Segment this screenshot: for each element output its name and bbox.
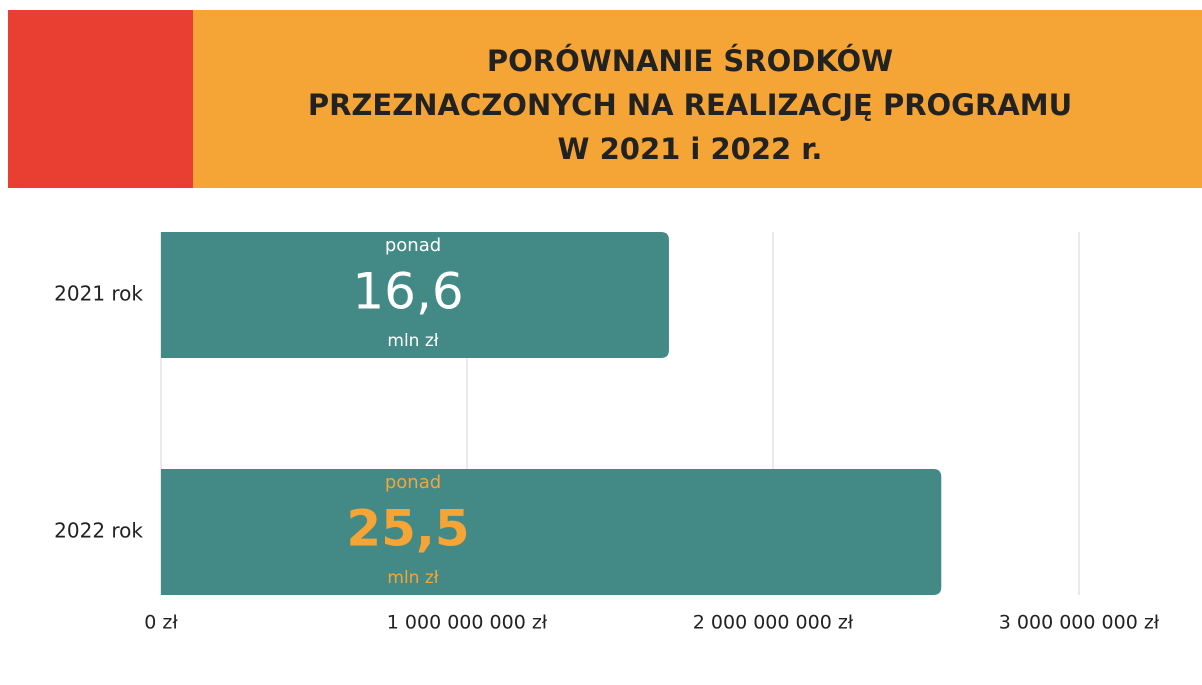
x-tick-label: 2 000 000 000 zł xyxy=(693,612,854,634)
bar-annotation-prefix: ponad xyxy=(385,235,441,256)
chart-title: W 2021 i 2022 r. xyxy=(558,132,823,166)
bar xyxy=(161,469,942,595)
bar-annotation-value: 16,6 xyxy=(352,263,463,321)
y-tick-label: 2021 rok xyxy=(54,282,143,306)
header-accent xyxy=(8,10,194,188)
y-tick-label: 2022 rok xyxy=(54,519,143,543)
x-tick-label: 1 000 000 000 zł xyxy=(387,612,548,634)
bar-annotation-prefix: ponad xyxy=(385,472,441,493)
chart-title: PORÓWNANIE ŚRODKÓW xyxy=(487,44,893,78)
bar xyxy=(161,232,669,358)
bar-annotation-suffix: mln zł xyxy=(387,568,438,588)
x-tick-label: 3 000 000 000 zł xyxy=(999,612,1160,634)
chart-title: PRZEZNACZONYCH NA REALIZACJĘ PROGRAMU xyxy=(308,88,1072,122)
x-tick-label: 0 zł xyxy=(144,612,178,634)
bar-annotation-value: 25,5 xyxy=(346,500,469,558)
bar-annotation-suffix: mln zł xyxy=(387,331,438,351)
header-band xyxy=(193,10,1202,188)
